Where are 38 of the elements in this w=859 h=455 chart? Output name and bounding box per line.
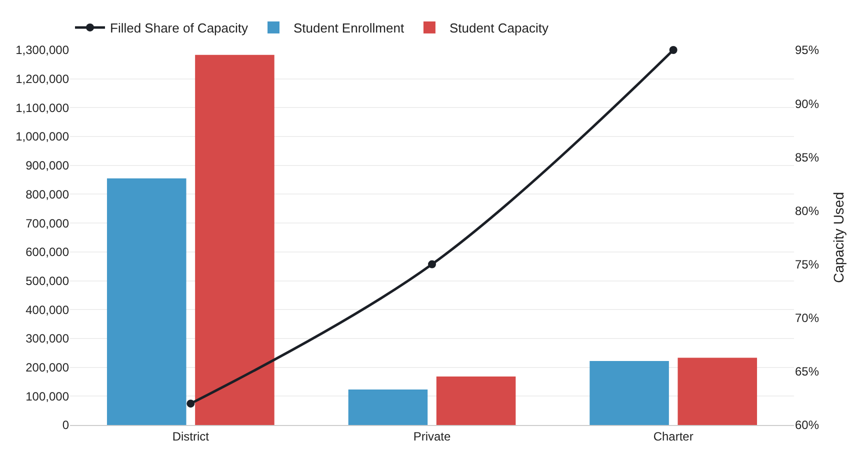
bar	[436, 376, 516, 425]
x-tick-label: District	[172, 429, 210, 444]
bar	[348, 390, 428, 425]
legend-label: Student Enrollment	[294, 20, 404, 36]
y-tick-label: 700,000	[26, 216, 70, 230]
y2-tick-label: 75%	[795, 257, 820, 272]
y2-tick-label: 60%	[795, 418, 820, 432]
y2-axis-title: Capacity Used	[830, 192, 847, 284]
legend-label: Student Capacity	[449, 20, 549, 36]
y-tick-label: 500,000	[26, 274, 70, 288]
y-tick-label: 1,100,000	[16, 100, 70, 115]
y-tick-label: 200,000	[26, 360, 70, 375]
bar	[678, 358, 758, 425]
x-tick-label: Private	[413, 429, 451, 444]
y2-tick-label: 80%	[795, 204, 820, 218]
y2-tick-label: 70%	[795, 311, 820, 326]
point	[669, 46, 678, 54]
y-tick-label: 0	[62, 418, 70, 432]
y-tick-label: 1,300,000	[16, 43, 70, 58]
y-tick-label: 300,000	[26, 332, 70, 346]
point	[186, 400, 195, 408]
y-tick-label: 1,000,000	[16, 130, 70, 144]
y2-tick-label: 90%	[795, 96, 820, 111]
legend-label: Filled Share of Capacity	[110, 20, 249, 36]
bar	[195, 54, 274, 425]
y-tick-label: 100,000	[26, 389, 70, 404]
y-tick-label: 1,200,000	[16, 72, 70, 86]
y-tick-label: 600,000	[26, 245, 70, 260]
bar	[106, 178, 186, 425]
y2-tick-label: 95%	[795, 43, 820, 58]
y-tick-label: 800,000	[26, 187, 70, 202]
y-tick-label: 400,000	[26, 302, 70, 317]
y-tick-label: 900,000	[26, 158, 70, 173]
bar	[590, 360, 669, 425]
y2-tick-label: 65%	[795, 364, 820, 379]
y2-tick-label: 85%	[795, 150, 820, 164]
x-tick-label: Charter	[653, 429, 694, 444]
point	[428, 260, 436, 268]
